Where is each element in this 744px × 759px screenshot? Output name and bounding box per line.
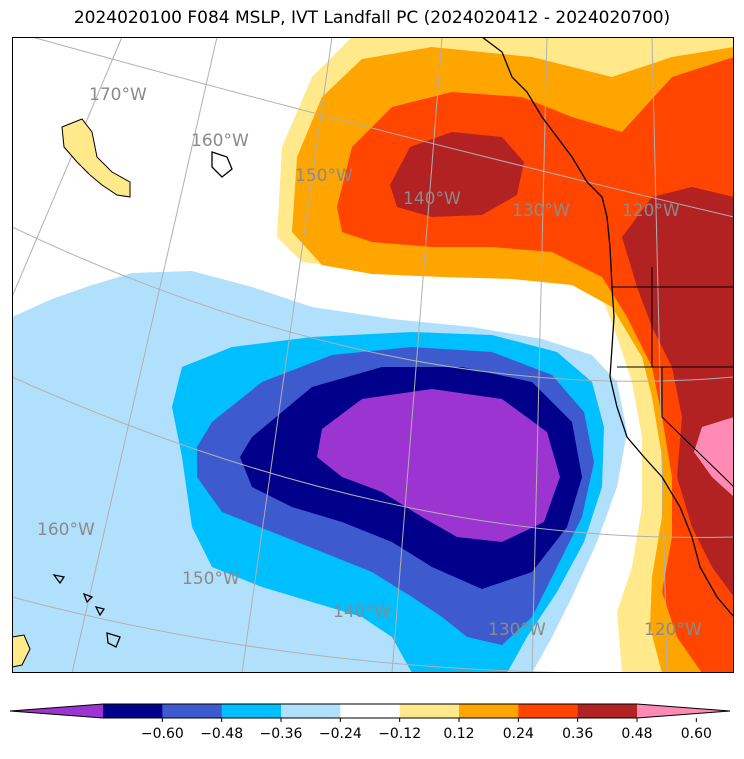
colorbar-tick-label: 0.36 (562, 726, 593, 742)
longitude-labels: 170°W 160°W 150°W 140°W 130°W 120°W 160°… (37, 85, 702, 640)
parallel-line (12, 376, 734, 539)
island-coast (52, 574, 121, 648)
map-frame (12, 37, 734, 673)
lon-label-150w-top: 150°W (295, 166, 353, 186)
colorbar-tick-label: −0.36 (260, 726, 303, 742)
lon-label-120w-top: 120°W (622, 201, 680, 221)
lon-label-170w: 170°W (89, 85, 147, 105)
coastlines (52, 37, 734, 648)
positive-anomaly-region (277, 37, 734, 673)
parallel-line (31, 37, 734, 218)
meridian-line (71, 37, 218, 673)
colorbar-tick-label: 0.48 (621, 726, 652, 742)
island-shape (61, 118, 131, 198)
state-border (612, 267, 734, 488)
colorbar-ticks: −0.60 −0.48 −0.36 −0.24 −0.12 0.12 0.24 0.36 0.4… (141, 718, 712, 742)
colorbar-segment (281, 704, 341, 718)
negative-anomaly-region (12, 271, 627, 673)
contour-firebrick-ocean (390, 132, 524, 217)
colorbar-segment (577, 704, 638, 718)
island-coast (211, 151, 233, 178)
meridian-line (241, 37, 333, 673)
north-american-coast (481, 37, 734, 618)
lon-label-150w-bottom: 150°W (182, 569, 240, 589)
colorbar-tick-label: −0.12 (378, 726, 421, 742)
colorbar-tick-label: 0.12 (443, 726, 474, 742)
colorbar-tick-label: −0.24 (319, 726, 362, 742)
lon-label-160w-bottom: 160°W (37, 520, 95, 540)
lon-label-120w-bottom: 120°W (644, 620, 702, 640)
island-shape (12, 634, 31, 668)
colorbar-segment (340, 704, 401, 718)
colorbar-segment (399, 704, 460, 718)
lon-label-140w-bottom: 140°W (333, 602, 391, 622)
graticule (12, 37, 734, 673)
colorbar-tick-label: −0.48 (200, 726, 243, 742)
lon-label-130w-bottom: 130°W (488, 620, 546, 640)
colorbar: −0.60 −0.48 −0.36 −0.24 −0.12 0.12 0.24 0.36 0.4… (10, 703, 731, 742)
meridian-line (391, 37, 443, 673)
meridian-line (531, 37, 548, 673)
lon-label-140w-top: 140°W (403, 189, 461, 209)
map-panel: 170°W 160°W 150°W 140°W 130°W 120°W 160°… (12, 37, 734, 673)
lon-label-160w-top: 160°W (191, 131, 249, 151)
contour-firebrick-coast (622, 187, 734, 597)
colorbar-segment (518, 704, 579, 718)
colorbar-tick-label: 0.60 (681, 726, 712, 742)
colorbar-outline (10, 703, 731, 719)
contour-purple (317, 389, 560, 542)
lon-label-130w-top: 130°W (512, 201, 570, 221)
colorbar-segment (162, 704, 223, 718)
colorbar-tick-label: −0.60 (141, 726, 184, 742)
meridian-line (12, 37, 123, 298)
meridian-line (651, 37, 668, 673)
colorbar-segment (459, 704, 519, 718)
colorbar-extend-max (637, 704, 730, 718)
colorbar-segments (10, 703, 731, 719)
small-islands (12, 118, 131, 668)
colorbar-segment (103, 704, 163, 718)
colorbar-extend-min (10, 704, 103, 718)
parallel-line (12, 226, 734, 382)
colorbar-segment (221, 704, 282, 718)
colorbar-tick-label: 0.24 (503, 726, 534, 742)
map-title: 2024020100 F084 MSLP, IVT Landfall PC (2… (73, 8, 671, 28)
